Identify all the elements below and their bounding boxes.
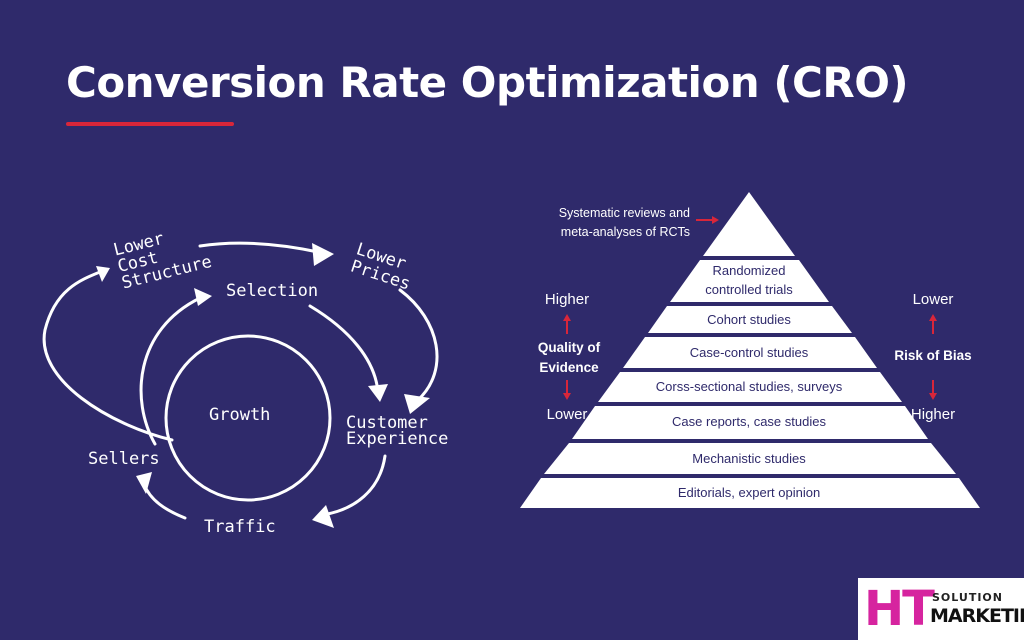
flywheel-arrowheads bbox=[96, 243, 430, 528]
brand-logo: HT SOLUTION MARKETING bbox=[858, 578, 1024, 640]
traffic-label: Traffic bbox=[204, 517, 276, 537]
pyramid-level-1 bbox=[670, 260, 829, 302]
pyramid-level-5 bbox=[572, 406, 928, 439]
arrow-up-icon bbox=[563, 314, 571, 321]
arrowhead-icon bbox=[136, 472, 152, 494]
experience-label: Experience bbox=[346, 429, 448, 449]
pyramid-apex bbox=[703, 192, 795, 256]
selection-label: Selection bbox=[226, 281, 318, 301]
customer-label: Customer bbox=[346, 413, 428, 433]
quality-arrows bbox=[563, 314, 571, 400]
logo-solution: SOLUTION bbox=[932, 591, 1003, 604]
quality-label-line-2: Evidence bbox=[539, 360, 599, 375]
logo-marketing: MARKETING bbox=[930, 605, 1024, 627]
arrow-right-icon bbox=[712, 216, 719, 224]
level-1-label-line-2: controlled trials bbox=[705, 282, 793, 297]
apex-note-line-1: Systematic reviews and bbox=[559, 206, 690, 220]
flywheel-diagram bbox=[42, 241, 439, 520]
arrow-traffic-to-sellers bbox=[142, 482, 187, 520]
pyramid-level-3 bbox=[623, 337, 877, 368]
evidence-pyramid bbox=[520, 192, 980, 508]
apex-note-line-2: meta-analyses of RCTs bbox=[561, 225, 690, 239]
apex-note: Systematic reviews and meta-analyses of … bbox=[559, 206, 690, 239]
bias-lower-label: Lower bbox=[913, 291, 954, 308]
arrow-down-icon bbox=[929, 393, 937, 400]
title-underline bbox=[66, 122, 234, 126]
bias-label: Risk of Bias bbox=[894, 348, 971, 363]
arrowhead-icon bbox=[312, 243, 334, 266]
quality-lower-label: Lower bbox=[547, 406, 588, 423]
pyramid-level-4 bbox=[598, 372, 902, 402]
level-7-label: Editorials, expert opinion bbox=[678, 485, 820, 500]
arrowhead-icon bbox=[312, 505, 334, 528]
arrow-experience-to-traffic bbox=[320, 454, 387, 517]
arrow-cost-to-prices bbox=[198, 241, 320, 254]
arrow-up-icon bbox=[929, 314, 937, 321]
level-3-label: Case-control studies bbox=[690, 345, 809, 360]
pyramid-level-6 bbox=[544, 443, 956, 474]
level-2-label: Cohort studies bbox=[707, 312, 791, 327]
pyramid-level-7 bbox=[520, 478, 980, 508]
growth-label: Growth bbox=[209, 405, 270, 425]
arrow-selection-to-experience bbox=[308, 304, 380, 394]
level-4-label: Corss-sectional studies, surveys bbox=[656, 379, 843, 394]
quality-label-line-1: Quality of bbox=[538, 340, 601, 355]
bias-arrows bbox=[929, 314, 937, 400]
arrowhead-icon bbox=[194, 288, 212, 306]
apex-note-arrow bbox=[696, 216, 719, 224]
quality-higher-label: Higher bbox=[545, 291, 589, 308]
arrowhead-icon bbox=[368, 384, 388, 402]
logo-ht: HT bbox=[864, 581, 935, 637]
arrowhead-icon bbox=[404, 394, 430, 414]
level-6-label: Mechanistic studies bbox=[692, 451, 806, 466]
arrowhead-icon bbox=[96, 266, 110, 282]
level-5-label: Case reports, case studies bbox=[672, 414, 826, 429]
pyramid-labels: Randomized controlled trials Cohort stud… bbox=[656, 263, 843, 500]
arrow-sellers-to-selection bbox=[139, 296, 202, 446]
quality-of-evidence: Higher Quality of Evidence Lower bbox=[538, 291, 601, 423]
arrow-prices-to-experience bbox=[398, 288, 439, 402]
page-title: Conversion Rate Optimization (CRO) bbox=[66, 58, 909, 107]
arrow-down-icon bbox=[563, 393, 571, 400]
risk-of-bias: Lower Risk of Bias Higher bbox=[894, 291, 971, 423]
bias-higher-label: Higher bbox=[911, 406, 955, 423]
growth-circle bbox=[164, 334, 332, 502]
sellers-label: Sellers bbox=[88, 449, 160, 469]
arrow-loop-to-cost bbox=[42, 270, 174, 442]
pyramid-level-2 bbox=[648, 306, 852, 333]
level-1-label-line-1: Randomized bbox=[713, 263, 786, 278]
